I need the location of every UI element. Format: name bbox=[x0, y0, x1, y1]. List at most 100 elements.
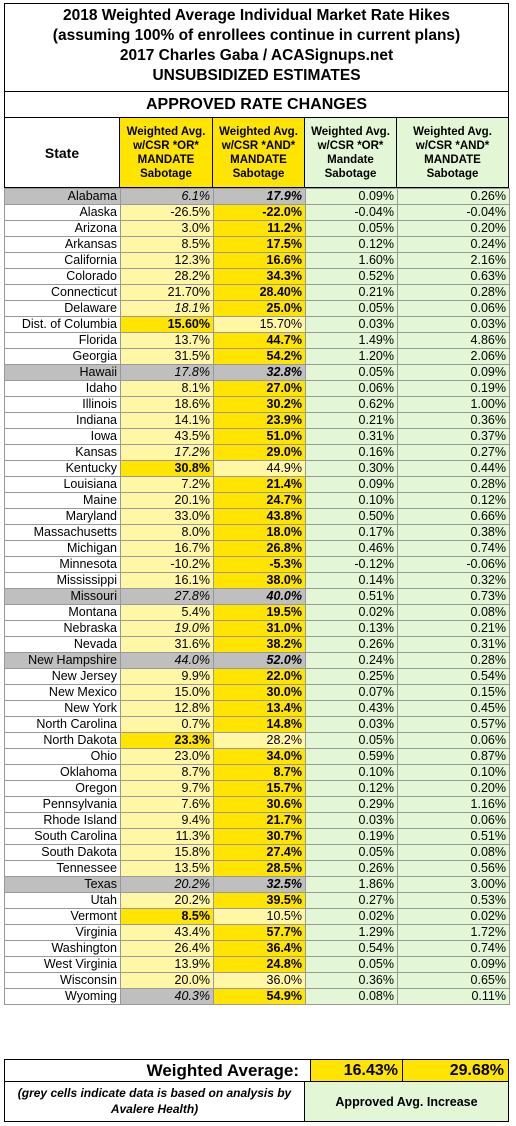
and-mandate-avg-cell: 0.21% bbox=[397, 620, 510, 637]
and-mandate-avg-cell: 0.20% bbox=[397, 780, 510, 797]
state-cell: Wisconsin bbox=[4, 972, 121, 989]
and-mandate-avg-cell: 3.00% bbox=[397, 876, 510, 893]
or-mandate-cell: 40.3% bbox=[120, 988, 214, 1005]
and-mandate-avg-cell: 0.10% bbox=[397, 764, 510, 781]
or-mandate-avg-cell: 0.50% bbox=[305, 508, 398, 525]
and-mandate-avg-cell: 0.15% bbox=[397, 684, 510, 701]
table-row: North Carolina 0.7% 14.8% 0.03% 0.57% bbox=[4, 716, 510, 733]
or-mandate-avg-cell: 0.05% bbox=[305, 364, 398, 381]
and-mandate-cell: 43.8% bbox=[213, 508, 306, 525]
or-mandate-cell: 31.5% bbox=[120, 348, 214, 365]
and-mandate-cell: 14.8% bbox=[213, 716, 306, 733]
table-row: Maine 20.1% 24.7% 0.10% 0.12% bbox=[4, 492, 510, 509]
or-mandate-avg-cell: 1.49% bbox=[305, 332, 398, 349]
or-mandate-avg-cell: 0.10% bbox=[305, 492, 398, 509]
or-mandate-cell: 3.0% bbox=[120, 220, 214, 237]
or-mandate-avg-cell: 0.52% bbox=[305, 268, 398, 285]
state-cell: Utah bbox=[4, 892, 121, 909]
table-row: New Mexico 15.0% 30.0% 0.07% 0.15% bbox=[4, 684, 510, 701]
and-mandate-cell: 21.4% bbox=[213, 476, 306, 493]
or-mandate-avg-cell: 0.16% bbox=[305, 444, 398, 461]
and-mandate-cell: 17.5% bbox=[213, 236, 306, 253]
state-cell: Kentucky bbox=[4, 460, 121, 477]
or-mandate-cell: 43.5% bbox=[120, 428, 214, 445]
or-mandate-avg-cell: 0.54% bbox=[305, 940, 398, 957]
and-mandate-avg-cell: 2.16% bbox=[397, 252, 510, 269]
and-mandate-cell: 32.8% bbox=[213, 364, 306, 381]
and-mandate-avg-cell: -0.06% bbox=[397, 556, 510, 573]
state-cell: Ohio bbox=[4, 748, 121, 765]
table-row: South Carolina 11.3% 30.7% 0.19% 0.51% bbox=[4, 828, 510, 845]
or-mandate-cell: 8.1% bbox=[120, 380, 214, 397]
or-mandate-cell: 5.4% bbox=[120, 604, 214, 621]
and-mandate-avg-cell: 1.00% bbox=[397, 396, 510, 413]
state-cell: Massachusetts bbox=[4, 524, 121, 541]
or-mandate-cell: 20.2% bbox=[120, 876, 214, 893]
or-mandate-avg-cell: 1.29% bbox=[305, 924, 398, 941]
header-col1-line: MANDATE bbox=[137, 153, 195, 166]
and-mandate-cell: 39.5% bbox=[213, 892, 306, 909]
header-col4-line: Weighted Avg. bbox=[413, 125, 492, 138]
and-mandate-cell: 51.0% bbox=[213, 428, 306, 445]
table-row: Minnesota -10.2% -5.3% -0.12% -0.06% bbox=[4, 556, 510, 573]
and-mandate-avg-cell: 0.24% bbox=[397, 236, 510, 253]
and-mandate-avg-cell: 0.66% bbox=[397, 508, 510, 525]
state-cell: Nevada bbox=[4, 636, 121, 653]
and-mandate-cell: 36.4% bbox=[213, 940, 306, 957]
table-row: Alaska -26.5% -22.0% -0.04% -0.04% bbox=[4, 204, 510, 221]
and-mandate-cell: 17.9% bbox=[213, 188, 306, 205]
and-mandate-cell: 27.4% bbox=[213, 844, 306, 861]
or-mandate-cell: 16.7% bbox=[120, 540, 214, 557]
table-row: West Virginia 13.9% 24.8% 0.05% 0.09% bbox=[4, 956, 510, 973]
or-mandate-avg-cell: 0.29% bbox=[305, 796, 398, 813]
header-col4: Weighted Avg. w/CSR *AND* MANDATE Sabotage bbox=[397, 118, 509, 188]
header-col2-line: Weighted Avg. bbox=[219, 125, 298, 138]
and-mandate-cell: 38.2% bbox=[213, 636, 306, 653]
or-mandate-cell: -10.2% bbox=[120, 556, 214, 573]
table-row: North Dakota 23.3% 28.2% 0.05% 0.06% bbox=[4, 732, 510, 749]
or-mandate-cell: -26.5% bbox=[120, 204, 214, 221]
and-mandate-cell: 54.9% bbox=[213, 988, 306, 1005]
state-cell: Arkansas bbox=[4, 236, 121, 253]
and-mandate-cell: 24.7% bbox=[213, 492, 306, 509]
or-mandate-avg-cell: 0.09% bbox=[305, 188, 398, 205]
and-mandate-avg-cell: 0.08% bbox=[397, 604, 510, 621]
state-cell: Florida bbox=[4, 332, 121, 349]
or-mandate-avg-cell: 0.07% bbox=[305, 684, 398, 701]
and-mandate-avg-cell: 0.12% bbox=[397, 492, 510, 509]
or-mandate-avg-cell: 0.14% bbox=[305, 572, 398, 589]
or-mandate-avg-cell: 0.26% bbox=[305, 636, 398, 653]
or-mandate-cell: 15.60% bbox=[120, 316, 214, 333]
state-cell: Virginia bbox=[4, 924, 121, 941]
table-row: Wisconsin 20.0% 36.0% 0.36% 0.65% bbox=[4, 972, 510, 989]
table-row: Montana 5.4% 19.5% 0.02% 0.08% bbox=[4, 604, 510, 621]
and-mandate-avg-cell: 0.03% bbox=[397, 316, 510, 333]
and-mandate-cell: 38.0% bbox=[213, 572, 306, 589]
table-row: Virginia 43.4% 57.7% 1.29% 1.72% bbox=[4, 924, 510, 941]
and-mandate-avg-cell: 0.31% bbox=[397, 636, 510, 653]
or-mandate-avg-cell: 0.05% bbox=[305, 300, 398, 317]
state-cell: South Carolina bbox=[4, 828, 121, 845]
state-cell: Michigan bbox=[4, 540, 121, 557]
and-mandate-cell: 40.0% bbox=[213, 588, 306, 605]
table-row: New Hampshire 44.0% 52.0% 0.24% 0.28% bbox=[4, 652, 510, 669]
or-mandate-cell: 27.8% bbox=[120, 588, 214, 605]
weighted-average-row: Weighted Average: 16.43% 29.68% bbox=[4, 1059, 509, 1082]
table-row: Indiana 14.1% 23.9% 0.21% 0.36% bbox=[4, 412, 510, 429]
table-row: Arizona 3.0% 11.2% 0.05% 0.20% bbox=[4, 220, 510, 237]
state-cell: Washington bbox=[4, 940, 121, 957]
and-mandate-avg-cell: 0.02% bbox=[397, 908, 510, 925]
state-cell: Alaska bbox=[4, 204, 121, 221]
or-mandate-cell: 18.6% bbox=[120, 396, 214, 413]
or-mandate-cell: 15.8% bbox=[120, 844, 214, 861]
grey-cells-note: (grey cells indicate data is based on an… bbox=[4, 1082, 305, 1122]
state-cell: Georgia bbox=[4, 348, 121, 365]
and-mandate-avg-cell: 0.53% bbox=[397, 892, 510, 909]
state-cell: Nebraska bbox=[4, 620, 121, 637]
state-cell: Connecticut bbox=[4, 284, 121, 301]
state-cell: Dist. of Columbia bbox=[4, 316, 121, 333]
or-mandate-avg-cell: 0.09% bbox=[305, 476, 398, 493]
or-mandate-avg-cell: 0.24% bbox=[305, 652, 398, 669]
or-mandate-cell: 23.0% bbox=[120, 748, 214, 765]
